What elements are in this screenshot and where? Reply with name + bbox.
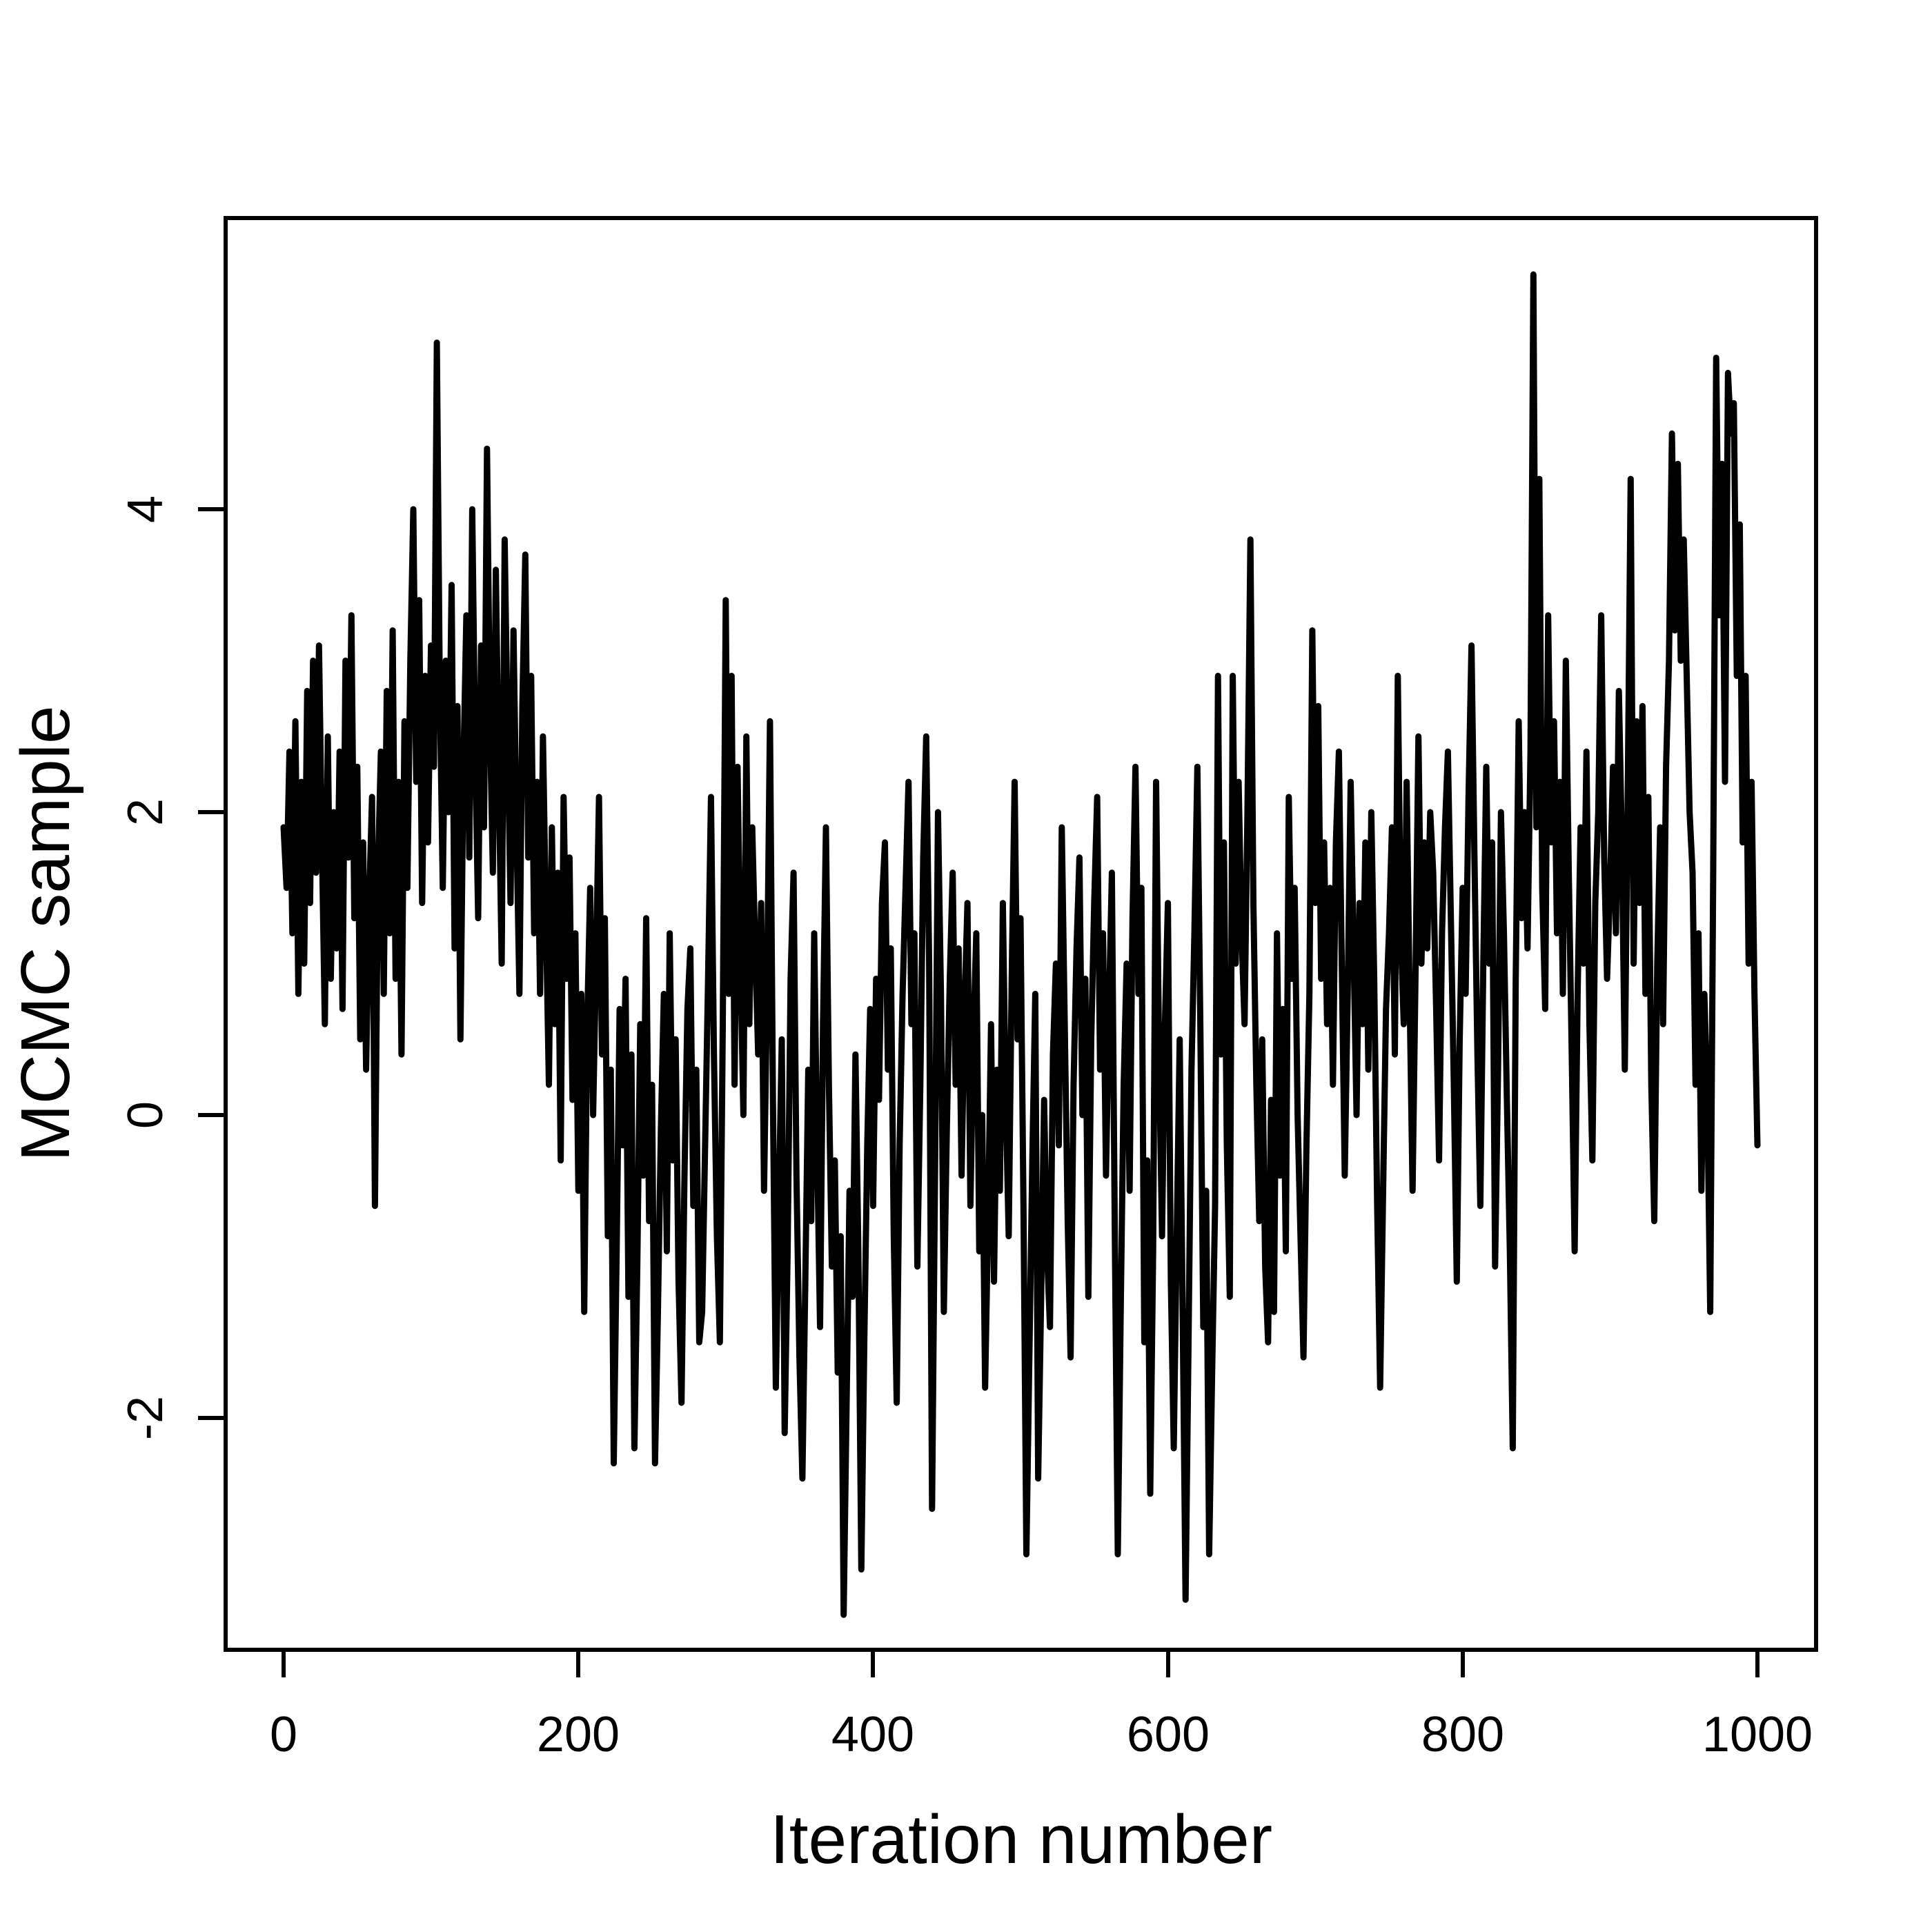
x-tick-label: 1000 (1702, 1707, 1813, 1762)
y-tick-label: 2 (118, 798, 173, 826)
y-tick-label: -2 (118, 1396, 173, 1440)
y-tick-label: 4 (118, 495, 173, 523)
x-tick-label: 400 (831, 1707, 914, 1762)
y-axis: 4 2 0 -2 (118, 495, 226, 1440)
x-tick-label: 200 (537, 1707, 620, 1762)
x-axis-title: Iteration number (770, 1801, 1272, 1878)
x-tick-label: 600 (1127, 1707, 1210, 1762)
y-axis-title: MCMC sample (7, 705, 84, 1161)
y-tick-label: 0 (118, 1101, 173, 1129)
plot-frame (224, 216, 1818, 1652)
x-tick-label: 800 (1421, 1707, 1504, 1762)
x-tick-label: 0 (270, 1707, 297, 1762)
x-axis: 0 200 400 600 800 1000 (270, 1650, 1813, 1762)
trace-line (280, 271, 1761, 1618)
